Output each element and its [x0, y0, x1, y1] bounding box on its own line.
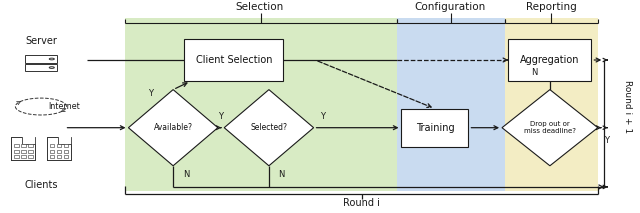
Polygon shape: [224, 90, 314, 166]
Bar: [64, 144, 68, 147]
Text: Selection: Selection: [236, 2, 284, 12]
Text: Selected?: Selected?: [250, 123, 287, 132]
Polygon shape: [502, 90, 598, 166]
Bar: [64, 155, 68, 158]
Text: Y: Y: [320, 112, 325, 121]
FancyBboxPatch shape: [508, 39, 591, 81]
Bar: [50, 155, 54, 158]
Bar: [21, 155, 26, 158]
Text: Server: Server: [25, 36, 57, 46]
Text: N: N: [278, 170, 285, 179]
Text: Drop out or
miss deadline?: Drop out or miss deadline?: [524, 121, 576, 134]
Text: N: N: [182, 170, 189, 179]
Bar: [11, 137, 35, 160]
Text: Y: Y: [148, 89, 153, 98]
Bar: [50, 150, 54, 153]
Bar: [64, 150, 68, 153]
FancyBboxPatch shape: [184, 39, 284, 81]
Text: Round i + 1: Round i + 1: [623, 80, 632, 133]
Text: Internet: Internet: [49, 102, 81, 111]
Text: Available?: Available?: [154, 123, 193, 132]
Bar: [57, 150, 61, 153]
Bar: [58, 137, 71, 144]
Text: Clients: Clients: [24, 180, 58, 190]
Bar: [125, 18, 397, 191]
Bar: [28, 144, 33, 147]
Bar: [14, 155, 19, 158]
FancyBboxPatch shape: [25, 64, 57, 71]
Text: Training: Training: [415, 123, 454, 133]
Text: Round i: Round i: [343, 198, 380, 208]
Polygon shape: [129, 90, 218, 166]
Bar: [14, 144, 19, 147]
Text: N: N: [531, 68, 537, 77]
Bar: [21, 144, 26, 147]
Bar: [47, 137, 71, 160]
Text: Client Selection: Client Selection: [196, 55, 272, 65]
Bar: [57, 144, 61, 147]
Text: Reporting: Reporting: [526, 2, 577, 12]
Bar: [50, 144, 54, 147]
Bar: [28, 150, 33, 153]
Bar: [397, 18, 505, 191]
Bar: [57, 155, 61, 158]
FancyBboxPatch shape: [401, 109, 468, 147]
Bar: [505, 18, 598, 191]
Text: Configuration: Configuration: [414, 2, 485, 12]
Bar: [21, 150, 26, 153]
Bar: [14, 150, 19, 153]
FancyBboxPatch shape: [25, 55, 57, 63]
Text: Y: Y: [218, 112, 223, 121]
Text: Aggregation: Aggregation: [520, 55, 580, 65]
Text: Y: Y: [604, 136, 609, 145]
Bar: [28, 155, 33, 158]
Bar: [22, 137, 35, 144]
